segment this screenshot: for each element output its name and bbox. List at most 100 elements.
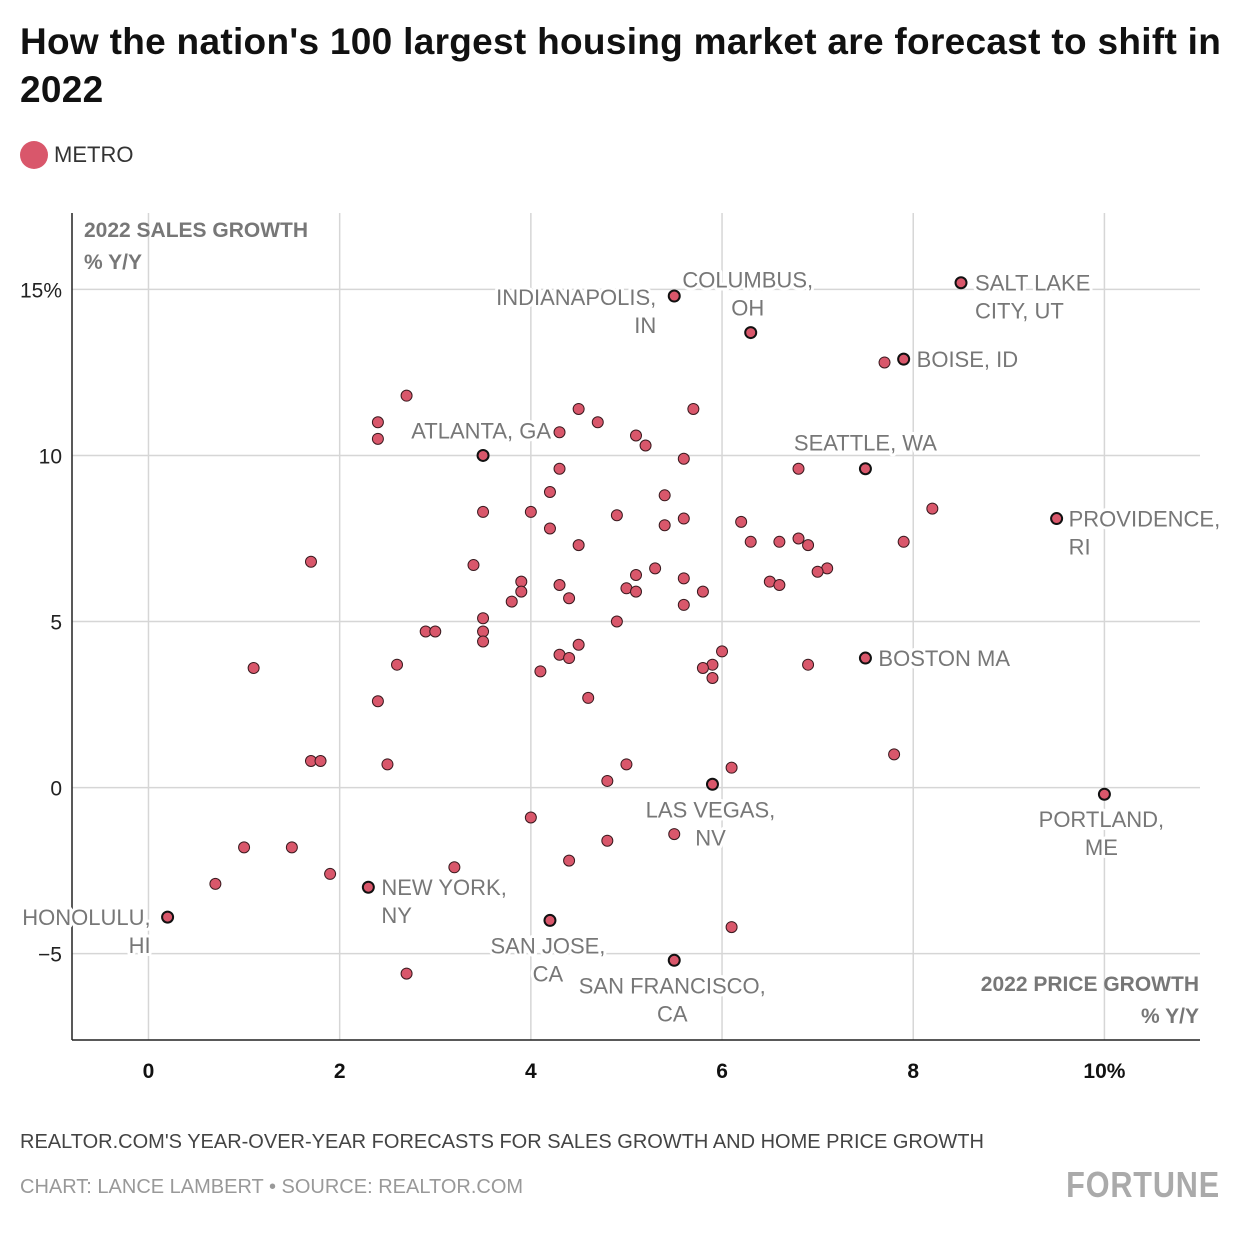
metro-point — [630, 585, 642, 598]
metro-point — [543, 485, 556, 498]
metro-point — [371, 695, 384, 708]
metro-point — [725, 921, 738, 934]
metro-point — [572, 638, 585, 651]
metro-point — [696, 585, 709, 598]
metro-point — [247, 662, 260, 675]
metro-point — [677, 598, 690, 611]
metro-label: INDIANAPOLIS, IN — [496, 285, 656, 338]
metro-label: SAN JOSE, CA — [491, 933, 606, 986]
labeled-metro-point — [858, 651, 872, 665]
metro-point — [610, 615, 623, 628]
metro-point — [553, 578, 566, 591]
metro-point — [802, 658, 815, 671]
metro-point — [477, 505, 490, 518]
metro-point — [209, 877, 222, 890]
metro-point — [706, 671, 719, 684]
metro-point — [582, 691, 595, 704]
labeled-metro-point — [667, 289, 681, 303]
x-tick-label: 4 — [525, 1060, 537, 1083]
metro-point — [324, 867, 337, 880]
labeled-metro-point — [667, 953, 681, 967]
y-tick-label: 5 — [50, 612, 62, 635]
metro-point — [429, 625, 442, 638]
metro-point — [400, 967, 413, 980]
metro-point — [371, 432, 384, 445]
metro-label: PORTLAND, ME — [1039, 807, 1165, 860]
metro-point — [601, 774, 614, 787]
metro-point — [371, 416, 384, 429]
metro-label: ATLANTA, GA — [411, 418, 551, 443]
x-tick-label: 6 — [716, 1060, 728, 1083]
metro-point — [467, 559, 480, 572]
metro-point — [658, 489, 671, 502]
metro-point — [591, 416, 604, 429]
labeled-metro-point — [361, 880, 375, 894]
labeled-metro-point — [744, 326, 758, 340]
metro-point — [687, 402, 700, 415]
metro-point — [572, 402, 585, 415]
metro-point — [677, 452, 690, 465]
metro-label: BOSTON MA — [878, 646, 1010, 671]
labeled-metro-point — [476, 448, 490, 462]
chart-title: How the nation's 100 largest housing mar… — [20, 21, 1222, 110]
x-tick-label: 2 — [334, 1060, 346, 1083]
metro-point — [639, 439, 652, 452]
metro-point — [811, 565, 824, 578]
metro-point — [524, 811, 537, 824]
metro-point — [668, 828, 681, 841]
metro-point — [725, 761, 738, 774]
metro-point — [696, 662, 709, 675]
metro-point — [649, 562, 662, 575]
metro-point — [563, 854, 576, 867]
metro-point — [505, 595, 518, 608]
labeled-metro-point — [1097, 787, 1111, 801]
metro-label: COLUMBUS, OH — [682, 268, 813, 321]
labeled-metro-point — [1050, 512, 1064, 526]
fortune-logo: FORTUNE — [1066, 1164, 1220, 1205]
chart-credit: CHART: LANCE LAMBERT • SOURCE: REALTOR.C… — [20, 1176, 524, 1198]
metro-point — [572, 539, 585, 552]
y-tick-label: 10 — [39, 445, 62, 468]
metro-point — [304, 555, 317, 568]
point-labels: INDIANAPOLIS, IN COLUMBUS, OH SALT LAKE CITY,… — [19, 265, 1223, 1030]
metro-point — [563, 652, 576, 665]
metro-point — [610, 509, 623, 522]
metro-point — [601, 834, 614, 847]
labeled-metro-point — [897, 352, 911, 366]
metro-point — [477, 625, 490, 638]
metro-point — [630, 429, 642, 442]
metro-point — [381, 758, 394, 771]
x-axis-label: 2022 PRICE GROWTH% Y/Y — [981, 973, 1199, 1028]
y-axis-label: 2022 SALES GROWTH% Y/Y — [84, 219, 308, 274]
x-tick-label: 10% — [1083, 1060, 1125, 1083]
metro-point — [543, 522, 556, 535]
metro-point — [285, 841, 298, 854]
labeled-metro-point — [161, 910, 175, 924]
legend-metro-label: METRO — [54, 142, 134, 167]
metro-point — [773, 578, 786, 591]
gridlines — [72, 213, 1200, 1040]
metro-point — [897, 535, 910, 548]
metro-point — [677, 512, 690, 525]
metro-label: HONOLULU, HI — [22, 905, 150, 958]
metro-label: BOISE, ID — [917, 347, 1018, 372]
metro-label: SALT LAKE CITY, UT — [975, 271, 1090, 324]
metro-point — [534, 665, 547, 678]
metro-point — [630, 569, 642, 582]
metro-point — [677, 572, 690, 585]
labeled-metro-point — [705, 777, 719, 791]
metro-point — [773, 535, 786, 548]
metro-point — [888, 748, 901, 761]
axes: 0 2 4 6 8 10% 15% 10 5 0 −5 — [20, 213, 1200, 1083]
metro-point — [391, 658, 404, 671]
metro-point — [515, 575, 528, 588]
metro-point — [878, 356, 891, 369]
metro-point — [716, 645, 729, 658]
y-tick-label: 0 — [50, 778, 62, 801]
x-tick-label: 0 — [143, 1060, 155, 1083]
metro-point — [477, 635, 490, 648]
metro-point — [314, 755, 327, 768]
points — [161, 276, 1111, 980]
metro-point — [448, 861, 461, 874]
metro-point — [515, 585, 528, 598]
